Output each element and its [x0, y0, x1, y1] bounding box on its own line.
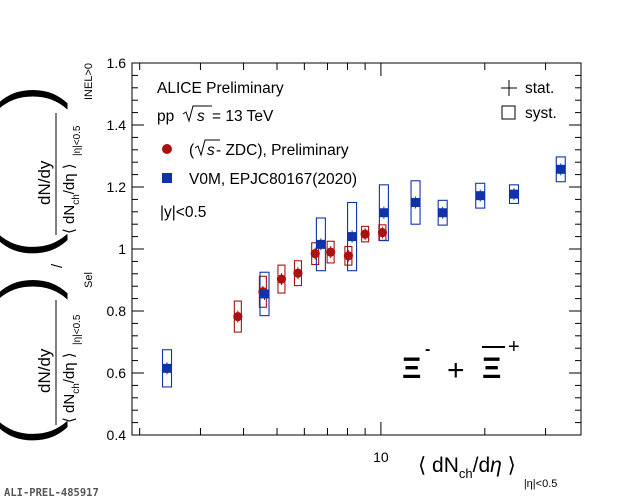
syst-key: syst.: [501, 105, 557, 122]
y-tick-label: 1.4: [107, 117, 127, 133]
data-point-zdc: [326, 247, 336, 257]
y-title-dnch-2: ⟨ dNch/dη ⟩: [61, 163, 82, 234]
axis-ticks: [132, 62, 581, 436]
data-point-v0m: [475, 191, 485, 201]
stat-key: stat.: [501, 80, 554, 97]
y-tick-label: 1: [118, 241, 126, 257]
legend-label-zdc: ( s - ZDC), Preliminary: [189, 139, 349, 159]
y-title-slash: /: [49, 263, 66, 268]
data-point-zdc: [360, 229, 370, 239]
data-point-v0m: [347, 232, 357, 242]
y-title-eta-range-2: |η|<0.5: [72, 125, 83, 156]
systematic-boxes: [161, 156, 566, 388]
data-point-v0m: [260, 289, 270, 299]
y-title-dndy-2: dN/dy: [35, 160, 54, 205]
y-title-paren-close-2: ): [0, 85, 68, 110]
system-pp: pp: [157, 108, 174, 125]
x-tick-labels: 10: [373, 449, 389, 465]
sqrt-s: s: [197, 108, 205, 125]
y-tick-label: 1.2: [107, 179, 127, 195]
legend-marker-zdc: [162, 144, 172, 154]
y-title-paren-open-1: (: [0, 420, 68, 445]
data-point-v0m: [411, 198, 421, 207]
data-point-v0m: [316, 239, 326, 249]
sqrt-sign: [182, 105, 212, 123]
svg-text:+: +: [508, 336, 520, 358]
data-point-zdc: [310, 249, 320, 259]
statistical-bars: [166, 163, 562, 375]
y-title-paren-close-1: ): [0, 275, 68, 300]
data-point-zdc: [233, 311, 243, 322]
legend-label-v0m: V0M, EPJC80167(2020): [189, 171, 357, 188]
x-axis-title: ⟨ dNch/dη ⟩|η|<0.5: [418, 454, 557, 490]
svg-text:-: -: [425, 341, 430, 358]
system-label: pp s = 13 TeV: [157, 105, 274, 125]
y-tick-label: 0.6: [107, 365, 127, 381]
data-point-v0m: [509, 189, 519, 199]
y-title-dndy-1: dN/dy: [35, 348, 54, 393]
collaboration-label: ALICE Preliminary: [157, 80, 284, 97]
y-tick-label: 1.6: [107, 55, 127, 71]
rapidity-label: |y|<0.5: [160, 204, 206, 221]
y-tick-label: 0.8: [107, 303, 127, 319]
svg-text:(: (: [189, 142, 195, 159]
svg-text:- ZDC), Preliminary: - ZDC), Preliminary: [216, 142, 349, 159]
svg-text:Ξ: Ξ: [482, 352, 501, 385]
svg-text:pp: pp: [157, 108, 174, 125]
y-title-inel: INEL>0: [83, 63, 95, 100]
svg-text:Ξ: Ξ: [402, 352, 421, 385]
x-tick-label: 10: [373, 449, 389, 465]
svg-text:+: +: [447, 354, 465, 387]
y-axis-title: ( ) dN/dy ⟨ dNch/dη ⟩ |η|<0.5 Sel / ( ) …: [0, 63, 95, 445]
data-point-v0m: [438, 208, 448, 218]
data-point-zdc: [276, 274, 287, 284]
svg-text:syst.: syst.: [525, 105, 557, 122]
data-point-v0m: [556, 164, 566, 174]
data-markers: [162, 164, 566, 373]
figure-id: ALI-PREL-485917: [4, 487, 99, 499]
data-point-zdc: [293, 268, 303, 278]
data-point-v0m: [162, 363, 172, 373]
y-title-dnch-1: ⟨ dNch/dη ⟩: [61, 352, 82, 423]
svg-text:s: s: [207, 142, 215, 159]
y-title-paren-open-2: (: [0, 233, 68, 258]
y-tick-label: 0.4: [107, 427, 127, 443]
y-tick-labels: 0.4 0.6 0.8 1 1.2 1.4 1.6: [107, 55, 127, 443]
energy: = 13 TeV: [212, 108, 274, 125]
y-title-sel: Sel: [83, 272, 95, 288]
data-point-zdc: [343, 251, 353, 261]
y-title-eta-range-1: |η|<0.5: [72, 314, 83, 345]
svg-text:= 13 TeV: = 13 TeV: [212, 108, 274, 125]
data-point-zdc: [377, 227, 388, 238]
svg-text:stat.: stat.: [525, 80, 554, 97]
legend-marker-v0m: [162, 173, 172, 183]
svg-text:s: s: [197, 108, 205, 125]
particle-label: Ξ - + Ξ +: [402, 336, 520, 387]
data-point-v0m: [379, 208, 389, 218]
